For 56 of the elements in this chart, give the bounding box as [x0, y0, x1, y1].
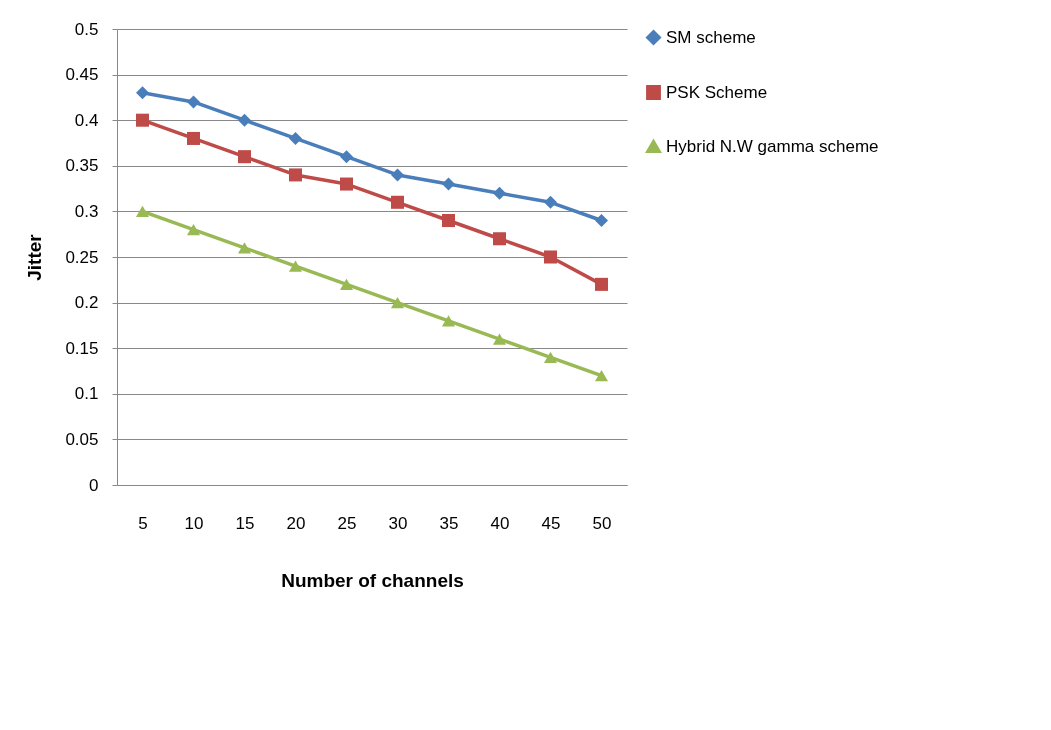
point — [492, 333, 507, 345]
point — [186, 95, 201, 109]
legend-label: Hybrid N.W gamma scheme — [666, 136, 879, 156]
point — [543, 195, 558, 209]
x-tick-label: 40 — [490, 513, 510, 533]
y-tick-label: 0.35 — [65, 156, 99, 176]
point — [492, 232, 507, 246]
y-tick-label: 0.15 — [65, 338, 99, 358]
x-tick-label: 10 — [184, 513, 204, 533]
y-tick-label: 0.05 — [65, 429, 99, 449]
point — [594, 369, 609, 382]
point — [288, 131, 303, 145]
point — [237, 242, 252, 254]
point — [186, 131, 201, 145]
point — [339, 150, 354, 164]
x-tick-label: 30 — [388, 513, 408, 533]
point — [390, 168, 405, 182]
y-axis-title: Jitter — [24, 233, 46, 281]
y-tick-label: 0.4 — [74, 110, 99, 130]
point — [135, 113, 150, 127]
x-tick-label: 45 — [541, 513, 561, 533]
point — [492, 186, 507, 200]
point — [288, 260, 303, 272]
y-tick-label: 0.45 — [65, 65, 99, 85]
point — [594, 214, 609, 228]
x-tick-label: 35 — [439, 513, 459, 533]
point — [390, 296, 405, 309]
point — [441, 315, 456, 327]
x-tick-label: 5 — [138, 513, 148, 533]
point — [441, 177, 456, 191]
x-tick-label: 20 — [286, 513, 306, 533]
point — [441, 214, 456, 228]
y-tick-label: 0.25 — [65, 247, 99, 267]
point — [543, 250, 558, 264]
x-axis-title: Number of channels — [281, 569, 464, 591]
point — [237, 113, 252, 127]
point — [339, 278, 354, 291]
point — [543, 351, 558, 363]
point — [594, 277, 609, 291]
x-tick-label: 25 — [337, 513, 357, 533]
point — [135, 86, 150, 100]
x-tick-label: 15 — [235, 513, 255, 533]
y-tick-label: 0.5 — [74, 19, 99, 39]
legend-label: SM scheme — [666, 27, 756, 47]
point — [237, 150, 252, 164]
y-tick-label: 0.3 — [74, 201, 99, 221]
y-tick-label: 0 — [89, 475, 99, 495]
point — [390, 195, 405, 209]
x-tick-label: 50 — [592, 513, 612, 533]
legend-label: PSK Scheme — [666, 82, 768, 102]
point — [288, 168, 303, 182]
y-tick-label: 0.2 — [74, 293, 99, 313]
y-tick-label: 0.1 — [74, 384, 99, 404]
point — [339, 177, 354, 191]
point — [135, 205, 150, 218]
point — [186, 223, 201, 236]
